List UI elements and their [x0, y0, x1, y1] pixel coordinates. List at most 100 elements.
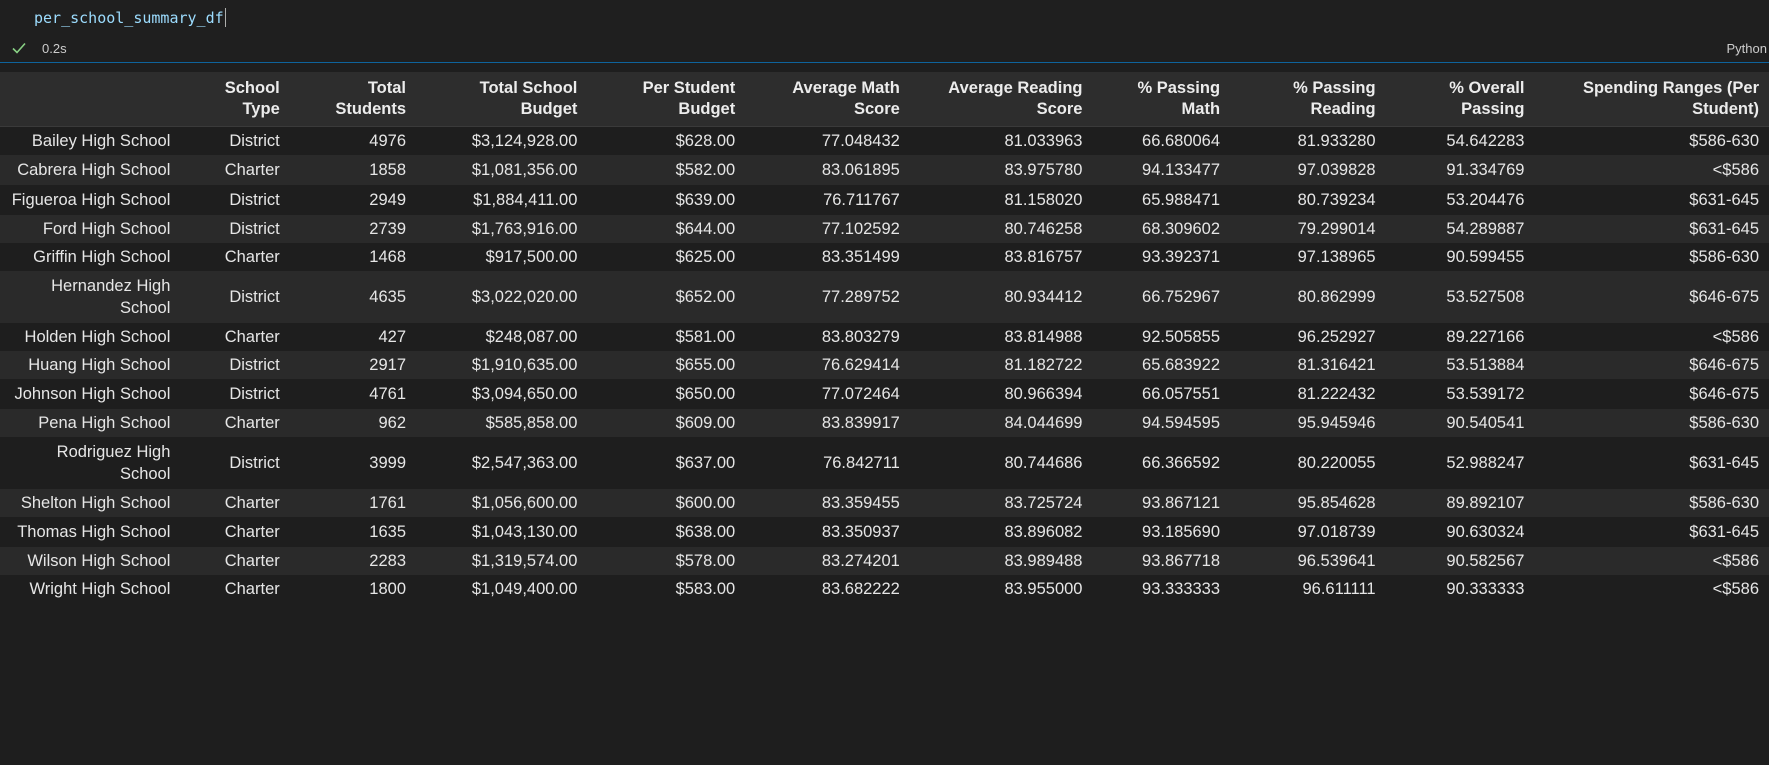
table-cell: $1,763,916.00 — [471, 220, 578, 238]
row-index-school: Pena High School — [38, 414, 171, 432]
table-cell: 80.220055 — [1297, 454, 1376, 472]
table-cell: $586-630 — [1689, 132, 1759, 150]
table-row: Hernandez High School District 4635 $3,022,… — [0, 271, 1769, 323]
table-row: Cabrera High School Charter 1858 $1,081,356… — [0, 155, 1769, 185]
table-cell: 66.752967 — [1142, 288, 1221, 306]
table-cell: 94.133477 — [1142, 161, 1221, 179]
table-cell: 92.505855 — [1142, 328, 1221, 346]
table-row: Wright High School Charter 1800 $1,049,400.… — [0, 575, 1769, 603]
table-cell: 77.048432 — [821, 132, 900, 150]
table-row: Wilson High School Charter 2283 $1,319,574.… — [0, 547, 1769, 575]
table-cell: $1,049,400.00 — [471, 580, 578, 598]
column-header: Average Math Score — [745, 72, 910, 127]
row-index-school: Thomas High School — [17, 523, 171, 541]
table-cell: 2739 — [369, 220, 407, 238]
table-cell: 54.289887 — [1446, 220, 1525, 238]
table-cell: $631-645 — [1689, 454, 1759, 472]
table-cell: 66.057551 — [1142, 385, 1221, 403]
table-cell: 80.746258 — [1004, 220, 1083, 238]
table-cell: District — [229, 288, 280, 306]
table-cell: Charter — [224, 248, 280, 266]
table-cell: $586-630 — [1689, 414, 1759, 432]
table-cell: $3,022,020.00 — [471, 288, 578, 306]
table-cell: District — [229, 454, 280, 472]
table-cell: $578.00 — [675, 552, 736, 570]
table-cell: $646-675 — [1689, 288, 1759, 306]
table-cell: 53.539172 — [1446, 385, 1525, 403]
table-cell: 83.975780 — [1004, 161, 1083, 179]
row-index-school: Johnson High School — [14, 385, 171, 403]
table-cell: 97.039828 — [1297, 161, 1376, 179]
table-cell: 83.359455 — [821, 494, 900, 512]
table-cell: $585,858.00 — [485, 414, 578, 432]
table-cell: 427 — [378, 328, 407, 346]
table-row: Johnson High School District 4761 $3,094,65… — [0, 379, 1769, 409]
table-cell: $581.00 — [675, 328, 736, 346]
column-header: % Passing Reading — [1230, 72, 1386, 127]
table-cell: $625.00 — [675, 248, 736, 266]
table-cell: 77.102592 — [821, 220, 900, 238]
table-row: Shelton High School Charter 1761 $1,056,600… — [0, 489, 1769, 517]
table-cell: $628.00 — [675, 132, 736, 150]
table-cell: 76.711767 — [823, 191, 900, 209]
table-cell: $917,500.00 — [485, 248, 578, 266]
table-cell: 1761 — [369, 494, 407, 512]
table-cell: 80.862999 — [1297, 288, 1376, 306]
table-cell: Charter — [224, 161, 280, 179]
table-cell: Charter — [224, 414, 280, 432]
code-line[interactable]: per_school_summary_df — [34, 8, 226, 28]
table-cell: 90.630324 — [1446, 523, 1525, 541]
table-cell: 93.867121 — [1142, 494, 1221, 512]
column-header: Spending Ranges (Per Student) — [1534, 72, 1769, 127]
column-header: % Overall Passing — [1385, 72, 1535, 127]
table-cell: 53.204476 — [1446, 191, 1525, 209]
table-cell: 94.594595 — [1142, 414, 1221, 432]
table-cell: $586-630 — [1689, 494, 1759, 512]
table-cell: $3,124,928.00 — [471, 132, 578, 150]
table-cell: 97.138965 — [1297, 248, 1376, 266]
table-cell: 77.289752 — [821, 288, 900, 306]
table-cell: District — [229, 385, 280, 403]
table-cell: $650.00 — [675, 385, 736, 403]
table-cell: 93.392371 — [1142, 248, 1221, 266]
row-index-school: Shelton High School — [20, 494, 171, 512]
table-cell: 4635 — [369, 288, 407, 306]
table-cell: Charter — [224, 580, 280, 598]
row-index-school: Hernandez High School — [51, 277, 171, 317]
check-icon — [12, 42, 26, 54]
table-cell: 65.683922 — [1142, 356, 1221, 374]
table-cell: $1,081,356.00 — [471, 161, 578, 179]
dataframe-table: School Type Total Students Total School Bu… — [0, 72, 1769, 603]
index-header — [0, 72, 181, 127]
table-cell: 83.989488 — [1004, 552, 1083, 570]
table-cell: 81.158020 — [1004, 191, 1083, 209]
table-cell: District — [229, 191, 280, 209]
table-cell: 2283 — [369, 552, 407, 570]
table-cell: 53.513884 — [1446, 356, 1525, 374]
column-header: School Type — [180, 72, 290, 127]
table-cell: $637.00 — [675, 454, 736, 472]
table-cell: 83.682222 — [821, 580, 900, 598]
table-cell: $583.00 — [675, 580, 736, 598]
table-cell: 80.966394 — [1004, 385, 1083, 403]
table-cell: 89.892107 — [1446, 494, 1525, 512]
row-index-school: Cabrera High School — [17, 161, 171, 179]
table-row: Bailey High School District 4976 $3,124,928… — [0, 126, 1769, 155]
table-cell: $1,319,574.00 — [471, 552, 578, 570]
row-index-school: Ford High School — [42, 220, 171, 238]
table-cell: 1858 — [369, 161, 407, 179]
kernel-language[interactable]: Python — [1726, 41, 1767, 56]
table-cell: 66.366592 — [1142, 454, 1221, 472]
table-cell: 83.814988 — [1004, 328, 1083, 346]
table-cell: 91.334769 — [1446, 161, 1525, 179]
table-cell: Charter — [224, 552, 280, 570]
row-index-school: Griffin High School — [33, 248, 171, 266]
table-cell: District — [229, 356, 280, 374]
table-cell: $600.00 — [675, 494, 736, 512]
code-cell-input[interactable]: per_school_summary_df — [0, 0, 1769, 34]
table-cell: 2917 — [369, 356, 407, 374]
table-cell: 4976 — [369, 132, 407, 150]
table-cell: District — [229, 220, 280, 238]
table-cell: 76.629414 — [821, 356, 900, 374]
